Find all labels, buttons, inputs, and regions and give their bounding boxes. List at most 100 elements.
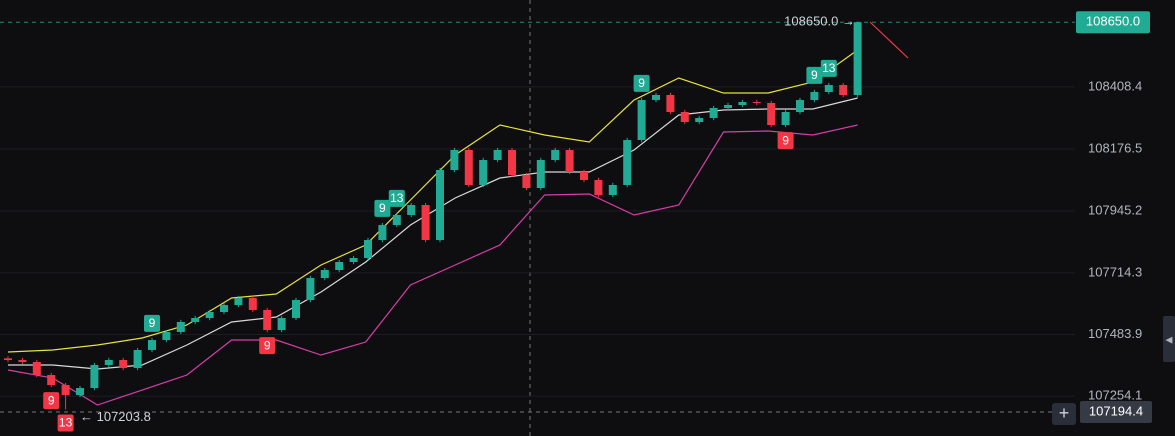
last-price-label: 108650.0 (1086, 14, 1140, 29)
candle-body (796, 100, 804, 112)
candle-body (536, 159, 545, 189)
td-up-label: 13 (822, 61, 836, 75)
candle-body (767, 103, 776, 126)
band-line (7, 124, 858, 406)
candle-body (277, 318, 286, 330)
candle-body (176, 321, 185, 333)
td-up-box (388, 189, 405, 207)
td-down-label: 9 (782, 133, 789, 147)
candle-body (508, 150, 516, 176)
y-tick-label: 107714.3 (1088, 264, 1142, 279)
add-button[interactable] (1052, 403, 1076, 425)
td-down-box (777, 132, 794, 150)
td-up-box (374, 199, 391, 217)
candle-body (364, 240, 372, 259)
candle-body (738, 102, 747, 106)
candle-body (565, 150, 574, 172)
candle-body (191, 318, 200, 322)
candle-body (104, 359, 113, 366)
low-marker-label: ← 107203.8 (80, 409, 151, 424)
candle-body (493, 150, 502, 160)
candle-body (695, 117, 704, 122)
candle-body (133, 350, 142, 369)
candle-body (61, 385, 70, 395)
candle-body (594, 179, 603, 195)
y-tick-label: 107483.9 (1088, 326, 1142, 341)
last-price-box (1076, 11, 1150, 34)
candle-body (220, 305, 228, 313)
candle-body (349, 258, 358, 263)
td-up-label: 9 (638, 76, 645, 90)
candle-body (378, 225, 387, 241)
candle-body (76, 388, 84, 395)
add-icon: + (1059, 403, 1070, 423)
band-line (7, 49, 858, 353)
candle-body (709, 108, 718, 118)
candle-body (724, 105, 732, 109)
candle-body (292, 300, 300, 319)
candle-body (551, 150, 560, 160)
y-tick-label: 108408.4 (1088, 78, 1142, 93)
candle-body (148, 340, 156, 351)
td-down-label: 13 (59, 416, 73, 430)
candle-body (18, 359, 27, 363)
candle-body (839, 85, 848, 95)
crosshair-price-label: 107194.4 (1089, 403, 1143, 418)
candle-body (407, 205, 416, 216)
td-up-box (633, 74, 650, 92)
td-down-box (259, 337, 276, 355)
td-up-box (806, 66, 823, 84)
side-handle-icon: ◀ (1166, 334, 1173, 344)
td-down-label: 9 (48, 393, 55, 407)
candle-body (421, 205, 430, 241)
td-up-box (820, 59, 837, 77)
candle-body (450, 150, 459, 171)
candle-body (580, 171, 588, 180)
y-tick-label: 108176.5 (1088, 140, 1142, 155)
td-down-box (43, 392, 60, 410)
td-up-label: 13 (390, 191, 404, 205)
candle-body (90, 365, 99, 389)
candle-body (637, 100, 646, 141)
candle-body (335, 262, 344, 271)
candle-body (464, 150, 473, 186)
candle-body (205, 312, 214, 319)
td-up-label: 9 (149, 316, 156, 330)
td-up-label: 9 (811, 68, 818, 82)
candle-body (752, 102, 761, 104)
candle-body (623, 140, 632, 186)
crosshair-price-box (1080, 401, 1152, 424)
candle-body (522, 175, 531, 189)
drawing-line (869, 21, 909, 59)
candle-body (32, 362, 41, 376)
high-marker-label: 108650.0 → (784, 14, 855, 29)
candle-body (436, 170, 444, 241)
candle-body (810, 91, 819, 101)
y-tick-label: 107945.2 (1088, 202, 1142, 217)
candle-body (47, 375, 56, 386)
candle-body (162, 332, 171, 341)
side-handle[interactable] (1163, 316, 1175, 362)
candle-body (392, 215, 401, 226)
candle-body (781, 111, 790, 126)
candle-body (320, 270, 329, 279)
candle-body (824, 85, 833, 92)
candle-body (608, 185, 617, 195)
candle-body (306, 278, 315, 301)
candle-body (479, 159, 488, 186)
candle-body (853, 22, 862, 95)
candle-body (652, 94, 660, 101)
td-down-box (57, 414, 74, 432)
candle-body (119, 359, 128, 369)
td-down-label: 9 (264, 338, 271, 352)
td-up-label: 9 (379, 201, 386, 215)
y-tick-label: 107254.1 (1088, 388, 1142, 403)
candle-body (680, 111, 689, 122)
candle-body (666, 94, 675, 112)
candle-body (234, 297, 243, 306)
candle-body (263, 309, 272, 330)
candle-body (4, 358, 12, 360)
candle-body (248, 297, 257, 310)
td-up-box (144, 314, 160, 332)
